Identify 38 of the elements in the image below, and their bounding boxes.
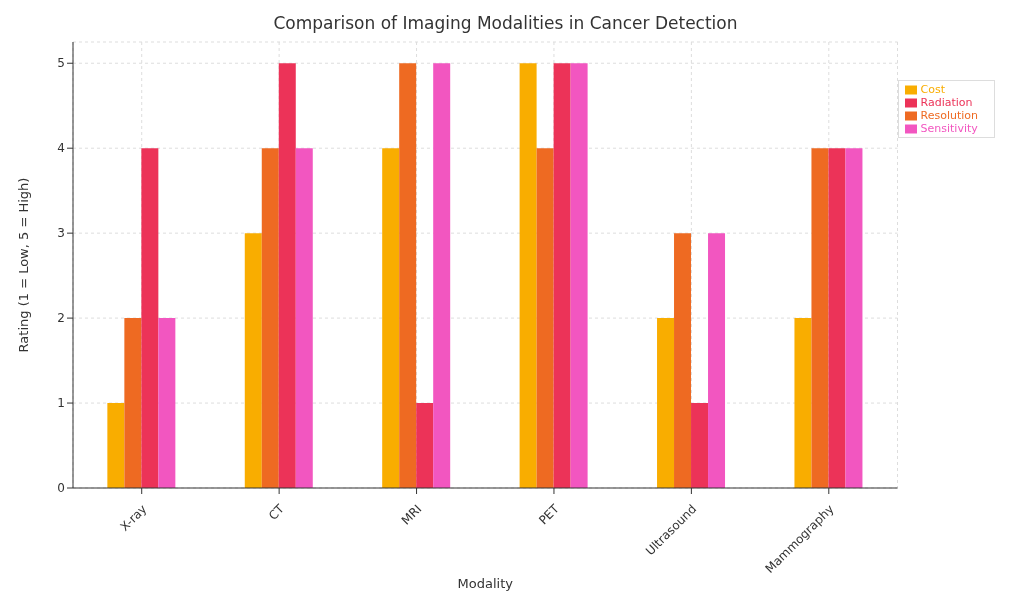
- y-tick-label: 2: [57, 311, 65, 326]
- x-axis-title: Modality: [457, 576, 514, 591]
- bar: [811, 148, 829, 488]
- bar: [657, 318, 675, 488]
- legend-label: Resolution: [920, 109, 978, 122]
- y-tick-label: 4: [57, 141, 65, 156]
- bar: [399, 63, 417, 488]
- legend-label: Sensitivity: [920, 122, 978, 135]
- bar: [519, 63, 537, 488]
- y-axis-title: Rating (1 = Low, 5 = High): [15, 177, 31, 353]
- bar: [553, 63, 571, 488]
- bar: [708, 233, 726, 488]
- bar: [570, 63, 588, 488]
- bar: [382, 148, 400, 488]
- x-tick-label: CT: [265, 501, 288, 523]
- bar: [244, 233, 262, 488]
- bar: [674, 233, 692, 488]
- bar: [416, 403, 434, 488]
- bar: [278, 63, 296, 488]
- bar: [295, 148, 313, 488]
- bar: [158, 318, 176, 488]
- bar: [536, 148, 554, 488]
- bar: [794, 318, 812, 488]
- y-tick-label: 1: [57, 396, 65, 411]
- legend-label: Radiation: [920, 96, 973, 109]
- y-tick-label: 5: [57, 56, 65, 71]
- chart-title: Comparison of Imaging Modalities in Cancer Detection: [272, 12, 739, 35]
- bar: [845, 148, 863, 488]
- bar: [141, 148, 159, 488]
- bar: [261, 148, 279, 488]
- bar: [691, 403, 709, 488]
- bar: [828, 148, 846, 488]
- bar: [433, 63, 451, 488]
- bar: [107, 403, 125, 488]
- legend-label: Cost: [920, 83, 945, 96]
- bar: [124, 318, 142, 488]
- y-tick-label: 0: [57, 481, 65, 496]
- y-tick-label: 3: [57, 226, 65, 241]
